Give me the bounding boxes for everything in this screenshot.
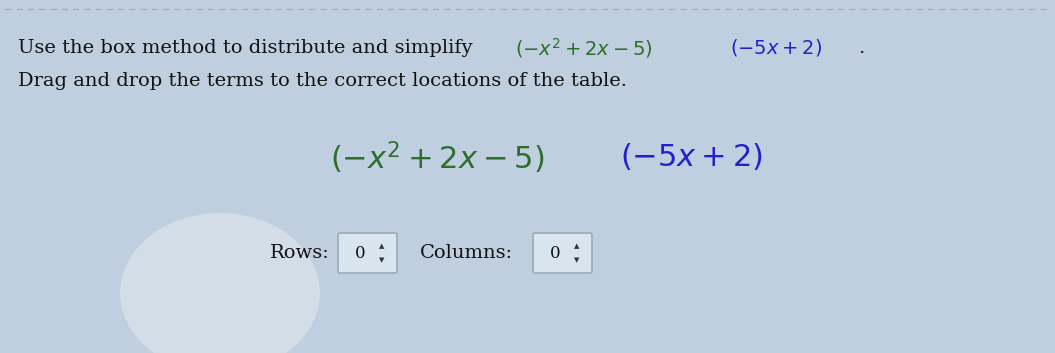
Ellipse shape: [120, 213, 320, 353]
Text: 0: 0: [354, 245, 365, 262]
Text: ▲: ▲: [380, 243, 385, 249]
Text: Columns:: Columns:: [420, 244, 513, 262]
Text: $(-5x + 2)$: $(-5x + 2)$: [730, 37, 822, 59]
Text: Use the box method to distribute and simplify: Use the box method to distribute and sim…: [18, 39, 479, 57]
Text: ▲: ▲: [574, 243, 579, 249]
Text: Drag and drop the terms to the correct locations of the table.: Drag and drop the terms to the correct l…: [18, 72, 627, 90]
FancyBboxPatch shape: [533, 233, 592, 273]
Text: $( - 5x + 2)$: $( - 5x + 2)$: [620, 143, 763, 174]
Text: ▼: ▼: [574, 257, 579, 263]
Text: $( - x^2 + 2x - 5)$: $( - x^2 + 2x - 5)$: [330, 140, 544, 176]
FancyBboxPatch shape: [338, 233, 397, 273]
Text: 0: 0: [550, 245, 560, 262]
Text: Rows:: Rows:: [270, 244, 330, 262]
Text: .: .: [858, 39, 864, 57]
Text: ▼: ▼: [380, 257, 385, 263]
Text: $(-x^2 + 2x - 5)$: $(-x^2 + 2x - 5)$: [515, 36, 653, 60]
